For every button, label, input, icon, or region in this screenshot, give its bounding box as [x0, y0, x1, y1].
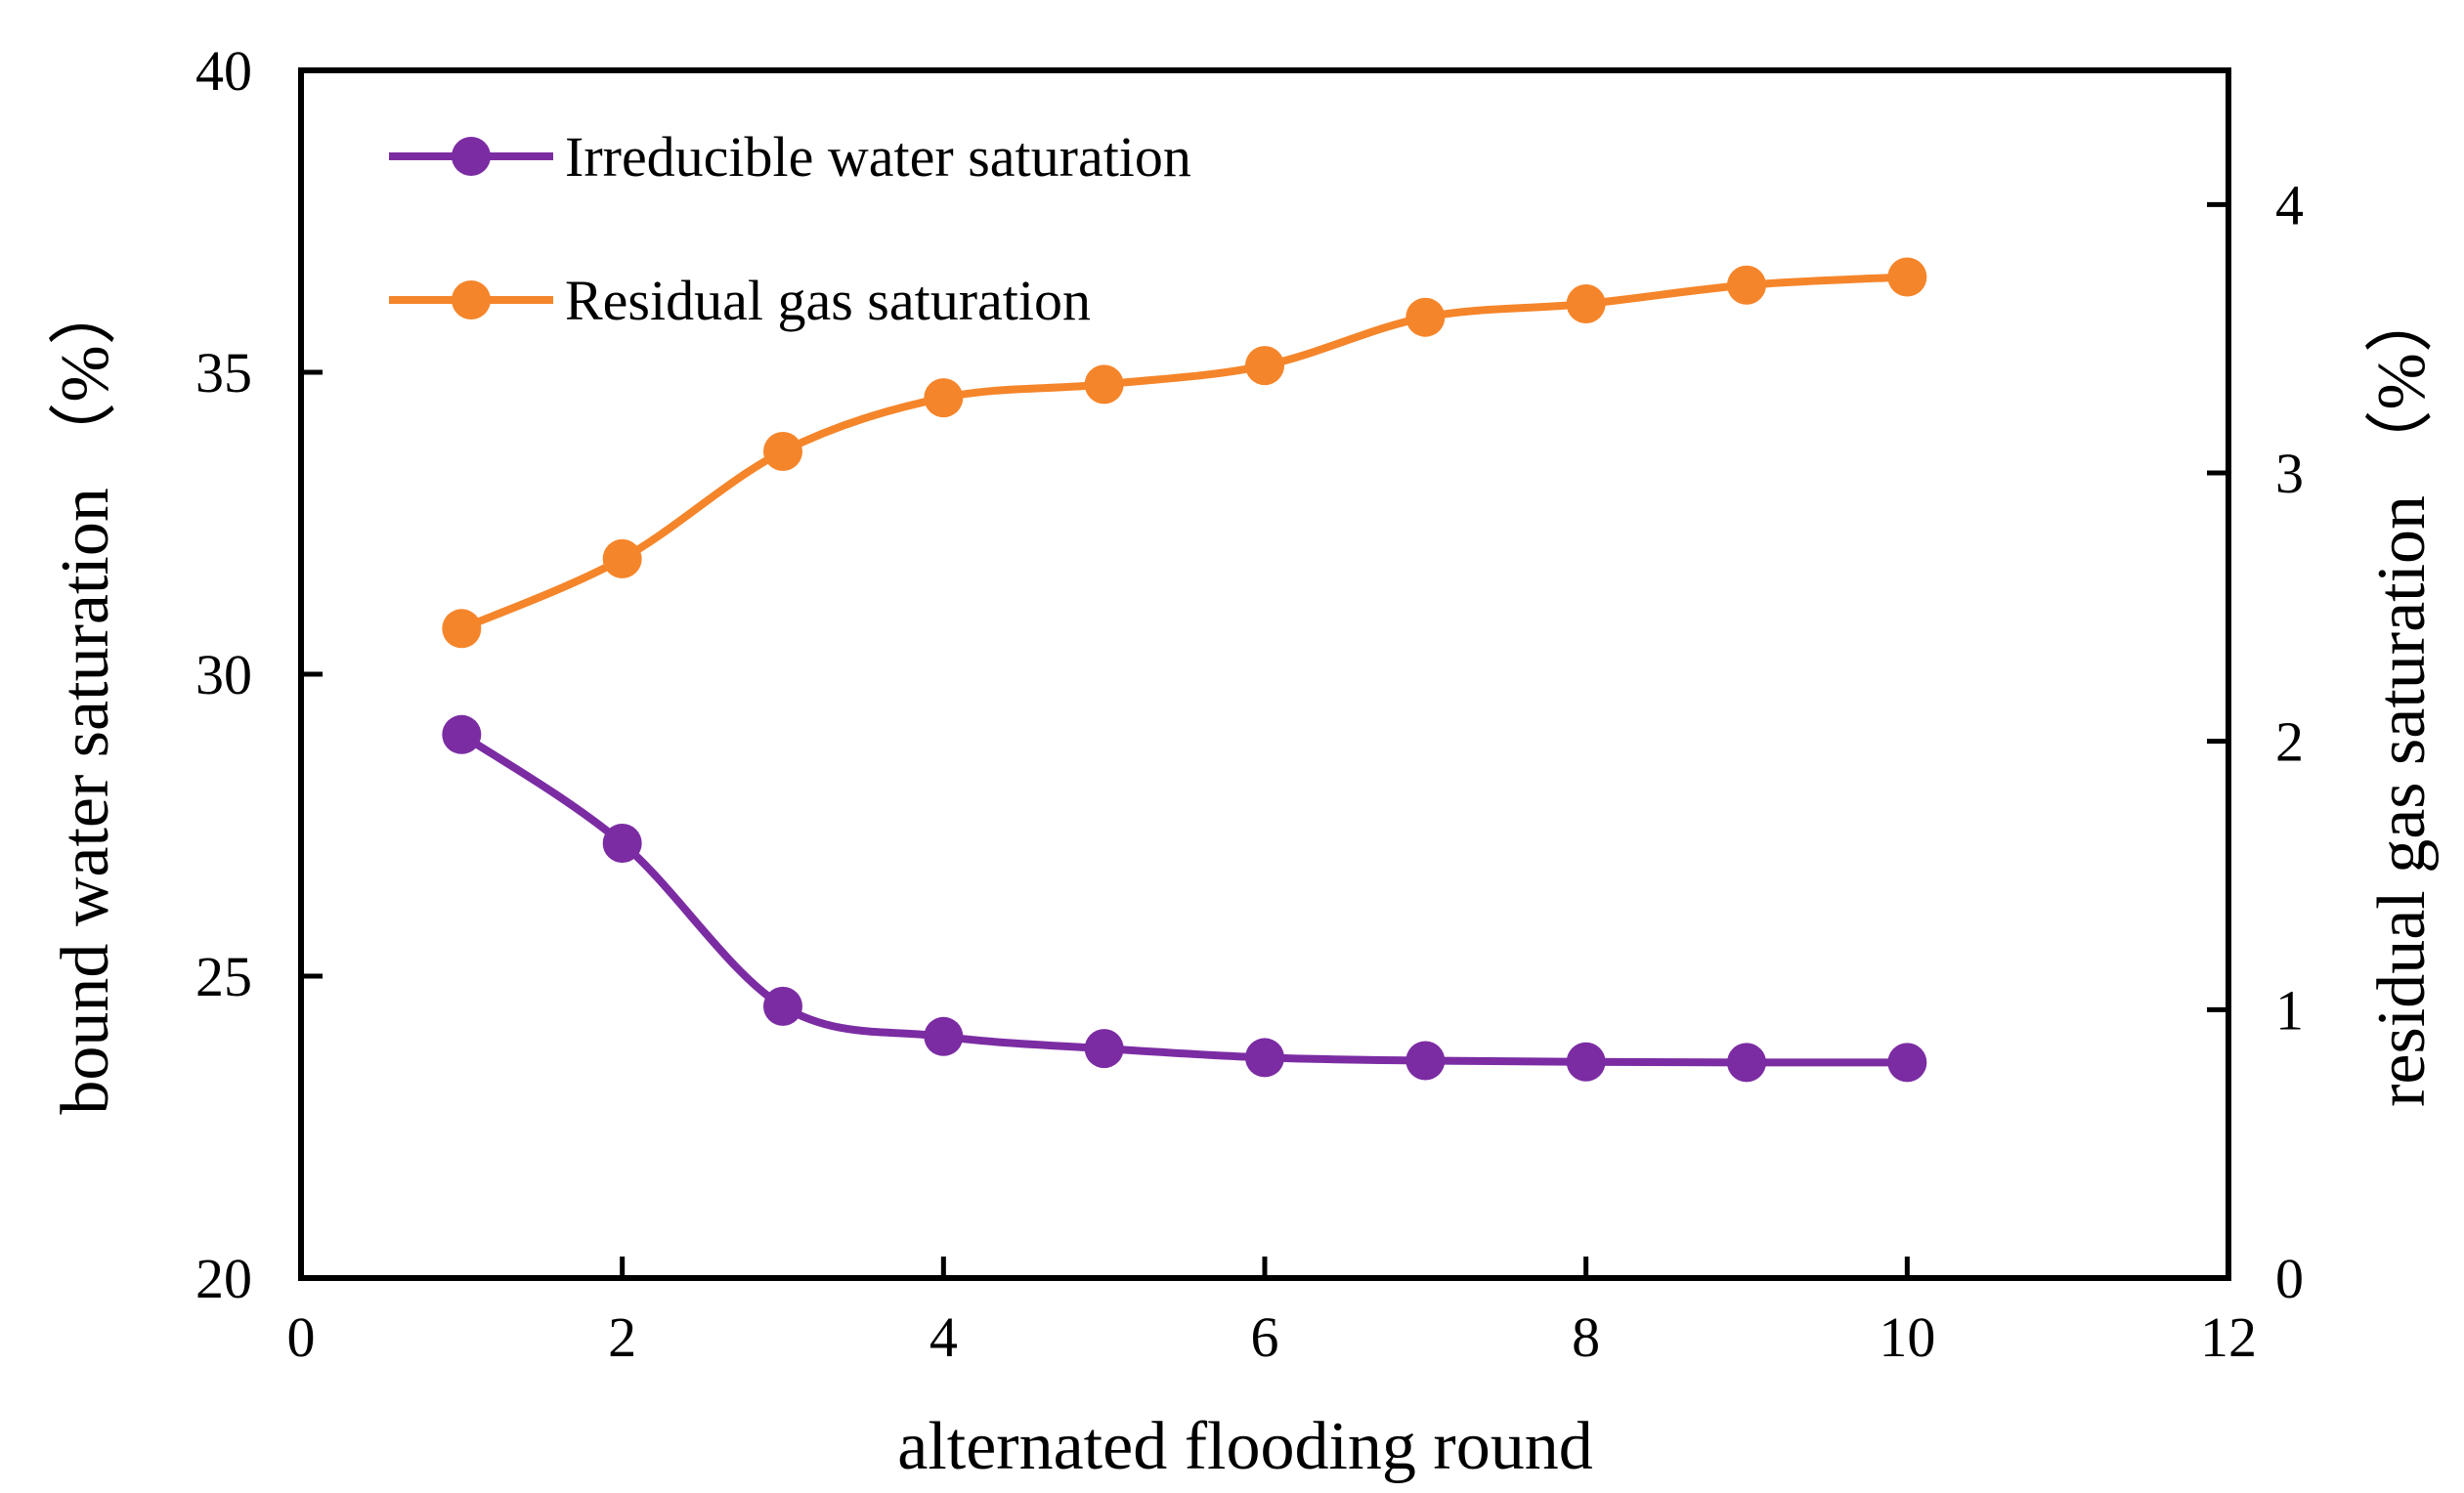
legend-marker-irreducible-water-saturation: [452, 137, 491, 176]
data-point-irreducible-water-saturation: [1084, 1029, 1124, 1069]
x-tick-label: 4: [929, 1305, 958, 1369]
data-point-irreducible-water-saturation: [1727, 1043, 1766, 1083]
data-point-residual-gas-saturation: [924, 378, 964, 418]
data-point-irreducible-water-saturation: [1566, 1042, 1606, 1082]
y2-tick-label: 1: [2275, 978, 2304, 1042]
data-point-irreducible-water-saturation: [1245, 1038, 1284, 1078]
data-point-irreducible-water-saturation: [924, 1016, 964, 1056]
y-tick-label: 35: [195, 341, 252, 405]
data-point-irreducible-water-saturation: [1887, 1043, 1927, 1083]
x-axis: 0 2 4 6 8 10 12: [287, 1257, 2257, 1369]
y-tick-label: 30: [195, 643, 252, 706]
x-axis-title: alternated flooding round: [897, 1409, 1592, 1484]
x-tick-label: 10: [1879, 1305, 1935, 1369]
data-point-residual-gas-saturation: [1887, 257, 1927, 297]
data-point-residual-gas-saturation: [442, 609, 482, 649]
plot-frame: [298, 67, 2231, 1281]
data-point-residual-gas-saturation: [1084, 364, 1124, 405]
series-line-irreducible-water-saturation: [457, 730, 1912, 1067]
data-point-irreducible-water-saturation: [1405, 1041, 1446, 1081]
y-tick-label: 20: [195, 1247, 252, 1310]
y2-tick-label: 3: [2275, 442, 2304, 505]
series-line-residual-gas-saturation: [457, 273, 1912, 633]
y-tick-label: 40: [195, 39, 252, 103]
y-tick-label: 25: [195, 945, 252, 1008]
data-point-residual-gas-saturation: [1727, 265, 1766, 305]
series-layer: [442, 257, 1927, 1083]
data-point-residual-gas-saturation: [1405, 297, 1446, 337]
y2-tick-label: 2: [2275, 710, 2304, 774]
x-tick-label: 12: [2200, 1305, 2257, 1369]
y-axis-right-title: residual gas saturation （%）: [2364, 284, 2440, 1107]
data-point-irreducible-water-saturation: [763, 986, 802, 1026]
x-tick-label: 2: [608, 1305, 636, 1369]
data-point-residual-gas-saturation: [1566, 283, 1606, 323]
x-tick-label: 0: [287, 1305, 316, 1369]
legend: Irreducible water saturation Residual gas…: [389, 125, 1191, 332]
data-point-residual-gas-saturation: [1245, 346, 1284, 386]
data-point-irreducible-water-saturation: [602, 824, 642, 864]
x-tick-label: 8: [1572, 1305, 1600, 1369]
legend-label-irreducible-water-saturation: Irreducible water saturation: [565, 125, 1191, 189]
y2-tick-label: 0: [2275, 1247, 2304, 1310]
legend-label-residual-gas-saturation: Residual gas saturation: [565, 269, 1091, 332]
legend-marker-residual-gas-saturation: [452, 280, 491, 320]
y-axis-right: 0 1 2 3 4: [2207, 173, 2304, 1310]
plot-border: [298, 67, 2231, 1281]
data-point-residual-gas-saturation: [602, 538, 642, 578]
data-point-irreducible-water-saturation: [442, 714, 482, 754]
data-point-residual-gas-saturation: [763, 432, 802, 472]
y2-tick-label: 4: [2275, 173, 2304, 236]
x-tick-label: 6: [1251, 1305, 1279, 1369]
y-axis-left-title: bound water saturation （%）: [48, 277, 123, 1114]
y-axis-left: 20 25 30 35 40: [195, 39, 323, 1310]
